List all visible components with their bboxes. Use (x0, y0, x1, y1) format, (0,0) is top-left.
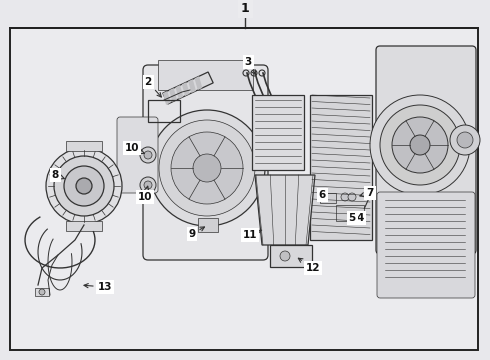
Circle shape (457, 132, 473, 148)
Text: 11: 11 (243, 230, 262, 240)
Circle shape (144, 181, 152, 189)
Circle shape (140, 177, 156, 193)
Bar (66, 141, 102, 151)
Circle shape (159, 120, 255, 216)
Circle shape (171, 132, 243, 204)
Circle shape (54, 156, 114, 216)
Bar (198, 218, 218, 232)
Text: 5: 5 (348, 213, 356, 223)
Circle shape (410, 135, 430, 155)
Polygon shape (182, 82, 190, 96)
Circle shape (46, 148, 122, 224)
Bar (270, 245, 312, 267)
Text: 8: 8 (51, 170, 64, 180)
Bar (158, 60, 253, 90)
Circle shape (341, 193, 349, 201)
FancyBboxPatch shape (117, 117, 158, 193)
Polygon shape (163, 91, 171, 105)
Circle shape (392, 117, 448, 173)
Text: 12: 12 (298, 258, 320, 273)
Bar (66, 221, 102, 231)
FancyBboxPatch shape (143, 65, 268, 260)
Text: 13: 13 (84, 282, 112, 292)
Circle shape (280, 251, 290, 261)
Bar (10, 28, 478, 350)
Circle shape (370, 95, 470, 195)
Polygon shape (169, 88, 177, 102)
Bar (35, 288, 49, 296)
Text: 3: 3 (245, 57, 256, 75)
Circle shape (144, 151, 152, 159)
Circle shape (140, 147, 156, 163)
Polygon shape (175, 85, 183, 99)
Text: 10: 10 (138, 186, 152, 202)
Text: 9: 9 (189, 227, 204, 239)
Text: 10: 10 (125, 143, 145, 154)
Circle shape (39, 289, 45, 295)
Circle shape (380, 105, 460, 185)
Circle shape (193, 154, 221, 182)
Circle shape (450, 125, 480, 155)
Text: 4: 4 (356, 189, 373, 223)
Text: 6: 6 (318, 190, 327, 200)
Circle shape (64, 166, 104, 206)
Bar (163, 72, 213, 104)
Polygon shape (188, 79, 196, 93)
Polygon shape (195, 76, 202, 90)
Circle shape (76, 178, 92, 194)
FancyBboxPatch shape (376, 46, 476, 254)
Bar (148, 100, 180, 122)
Polygon shape (255, 175, 315, 245)
Circle shape (348, 193, 356, 201)
Circle shape (149, 110, 265, 226)
Bar (320, 193, 336, 203)
Bar (252, 95, 304, 170)
Text: 1: 1 (241, 1, 249, 14)
FancyBboxPatch shape (377, 192, 475, 298)
Text: 7: 7 (360, 188, 374, 198)
Text: 2: 2 (145, 77, 161, 97)
Bar (336, 205, 364, 221)
Bar (310, 95, 372, 240)
